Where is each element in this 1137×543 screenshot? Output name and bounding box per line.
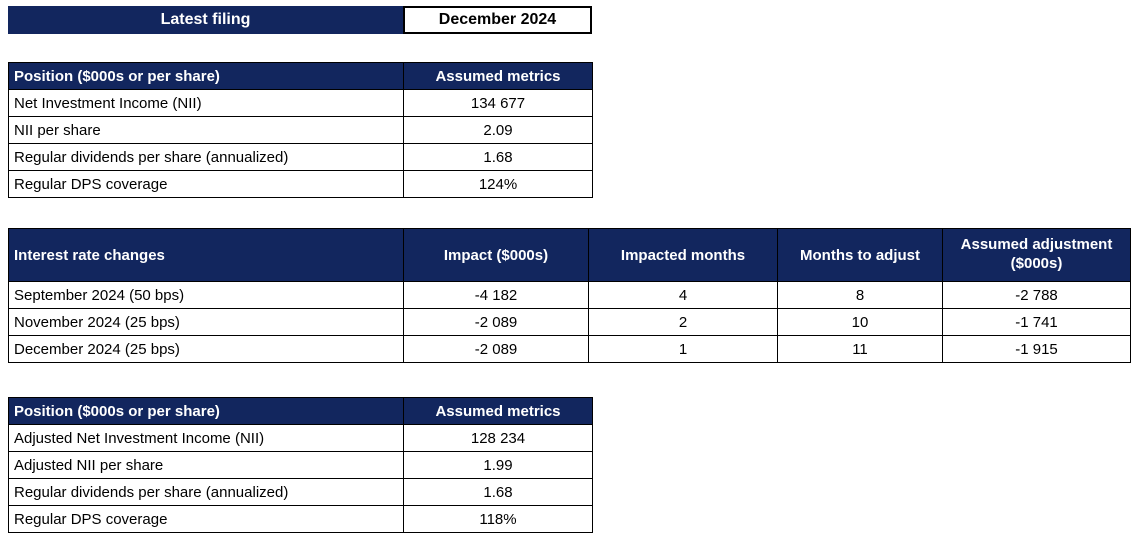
row-label-cell[interactable]: Net Investment Income (NII) <box>8 89 404 117</box>
row-label-cell[interactable]: Regular DPS coverage <box>8 505 404 533</box>
adjusted-table-header-assumed-metrics[interactable]: Assumed metrics <box>403 397 593 425</box>
row-label-cell[interactable]: Regular DPS coverage <box>8 170 404 198</box>
value-cell[interactable]: -2 089 <box>403 308 589 336</box>
value-cell[interactable]: 134 677 <box>403 89 593 117</box>
table-row: Adjusted NII per share 1.99 <box>8 451 593 479</box>
value-cell[interactable]: 128 234 <box>403 424 593 452</box>
interest-rate-changes-table: Interest rate changes Impact ($000s) Imp… <box>8 228 1131 363</box>
row-label-cell[interactable]: December 2024 (25 bps) <box>8 335 404 363</box>
adjusted-table-header-position[interactable]: Position ($000s or per share) <box>8 397 404 425</box>
table-row: September 2024 (50 bps) -4 182 4 8 -2 788 <box>8 281 1131 309</box>
row-label-cell[interactable]: Regular dividends per share (annualized) <box>8 478 404 506</box>
row-label-cell[interactable]: Adjusted NII per share <box>8 451 404 479</box>
value-cell[interactable]: -1 741 <box>942 308 1131 336</box>
table-row: Regular DPS coverage 118% <box>8 505 593 533</box>
value-cell[interactable]: 1.68 <box>403 478 593 506</box>
value-cell[interactable]: 124% <box>403 170 593 198</box>
adjusted-metrics-table: Position ($000s or per share) Assumed me… <box>8 397 593 533</box>
row-label-cell[interactable]: September 2024 (50 bps) <box>8 281 404 309</box>
table-row: Regular dividends per share (annualized)… <box>8 478 593 506</box>
table-row: December 2024 (25 bps) -2 089 1 11 -1 915 <box>8 335 1131 363</box>
filing-metrics-table: Position ($000s or per share) Assumed me… <box>8 62 593 198</box>
rate-table-header-months-to-adjust[interactable]: Months to adjust <box>777 228 943 282</box>
table-header-row: Position ($000s or per share) Assumed me… <box>8 62 593 90</box>
row-label-cell[interactable]: NII per share <box>8 116 404 144</box>
table-header-row: Position ($000s or per share) Assumed me… <box>8 397 593 425</box>
value-cell[interactable]: -2 788 <box>942 281 1131 309</box>
rate-table-header-impact[interactable]: Impact ($000s) <box>403 228 589 282</box>
filing-table-header-position[interactable]: Position ($000s or per share) <box>8 62 404 90</box>
table-row: Regular dividends per share (annualized)… <box>8 143 593 171</box>
value-cell[interactable]: 1.99 <box>403 451 593 479</box>
value-cell[interactable]: 4 <box>588 281 778 309</box>
value-cell[interactable]: 118% <box>403 505 593 533</box>
table-row: Net Investment Income (NII) 134 677 <box>8 89 593 117</box>
table-row: Regular DPS coverage 124% <box>8 170 593 198</box>
row-label-cell[interactable]: Regular dividends per share (annualized) <box>8 143 404 171</box>
filing-table-header-assumed-metrics[interactable]: Assumed metrics <box>403 62 593 90</box>
rate-table-header-assumed-adjustment[interactable]: Assumed adjustment ($000s) <box>942 228 1131 282</box>
latest-filing-value-cell[interactable]: December 2024 <box>403 6 592 34</box>
rate-table-header-interest-rate-changes[interactable]: Interest rate changes <box>8 228 404 282</box>
row-label-cell[interactable]: Adjusted Net Investment Income (NII) <box>8 424 404 452</box>
value-cell[interactable]: -2 089 <box>403 335 589 363</box>
value-cell[interactable]: 1.68 <box>403 143 593 171</box>
table-row: NII per share 2.09 <box>8 116 593 144</box>
value-cell[interactable]: 1 <box>588 335 778 363</box>
value-cell[interactable]: 2.09 <box>403 116 593 144</box>
table-row: Adjusted Net Investment Income (NII) 128 … <box>8 424 593 452</box>
value-cell[interactable]: 10 <box>777 308 943 336</box>
latest-filing-label[interactable]: Latest filing <box>8 6 403 34</box>
value-cell[interactable]: 2 <box>588 308 778 336</box>
latest-filing-bar: Latest filing December 2024 <box>8 6 592 34</box>
value-cell[interactable]: 8 <box>777 281 943 309</box>
table-row: November 2024 (25 bps) -2 089 2 10 -1 741 <box>8 308 1131 336</box>
value-cell[interactable]: 11 <box>777 335 943 363</box>
rate-table-header-impacted-months[interactable]: Impacted months <box>588 228 778 282</box>
row-label-cell[interactable]: November 2024 (25 bps) <box>8 308 404 336</box>
table-header-row: Interest rate changes Impact ($000s) Imp… <box>8 228 1131 282</box>
value-cell[interactable]: -1 915 <box>942 335 1131 363</box>
value-cell[interactable]: -4 182 <box>403 281 589 309</box>
